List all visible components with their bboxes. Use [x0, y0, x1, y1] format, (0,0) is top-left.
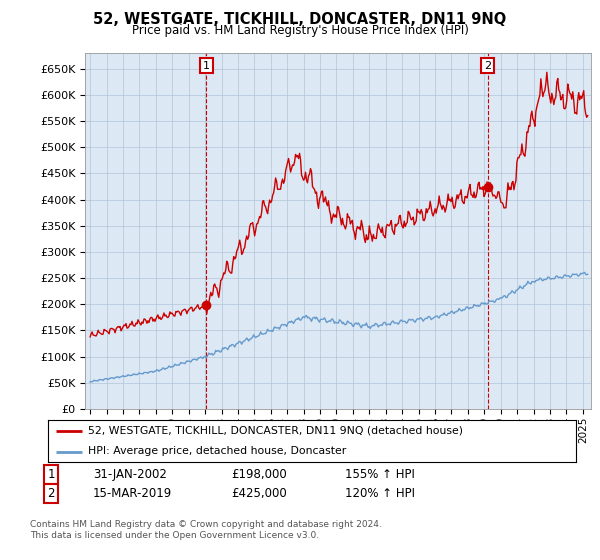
Text: Price paid vs. HM Land Registry's House Price Index (HPI): Price paid vs. HM Land Registry's House … [131, 24, 469, 36]
Text: 1: 1 [203, 60, 210, 71]
Text: HPI: Average price, detached house, Doncaster: HPI: Average price, detached house, Donc… [88, 446, 346, 456]
Text: 52, WESTGATE, TICKHILL, DONCASTER, DN11 9NQ: 52, WESTGATE, TICKHILL, DONCASTER, DN11 … [94, 12, 506, 27]
Text: 2: 2 [47, 487, 55, 501]
Text: £198,000: £198,000 [231, 468, 287, 482]
Text: 1: 1 [47, 468, 55, 482]
Text: 2: 2 [484, 60, 491, 71]
Text: 15-MAR-2019: 15-MAR-2019 [93, 487, 172, 501]
Text: 52, WESTGATE, TICKHILL, DONCASTER, DN11 9NQ (detached house): 52, WESTGATE, TICKHILL, DONCASTER, DN11 … [88, 426, 463, 436]
Text: 155% ↑ HPI: 155% ↑ HPI [345, 468, 415, 482]
Text: 120% ↑ HPI: 120% ↑ HPI [345, 487, 415, 501]
Text: 31-JAN-2002: 31-JAN-2002 [93, 468, 167, 482]
Text: £425,000: £425,000 [231, 487, 287, 501]
Text: Contains HM Land Registry data © Crown copyright and database right 2024.
This d: Contains HM Land Registry data © Crown c… [30, 520, 382, 540]
